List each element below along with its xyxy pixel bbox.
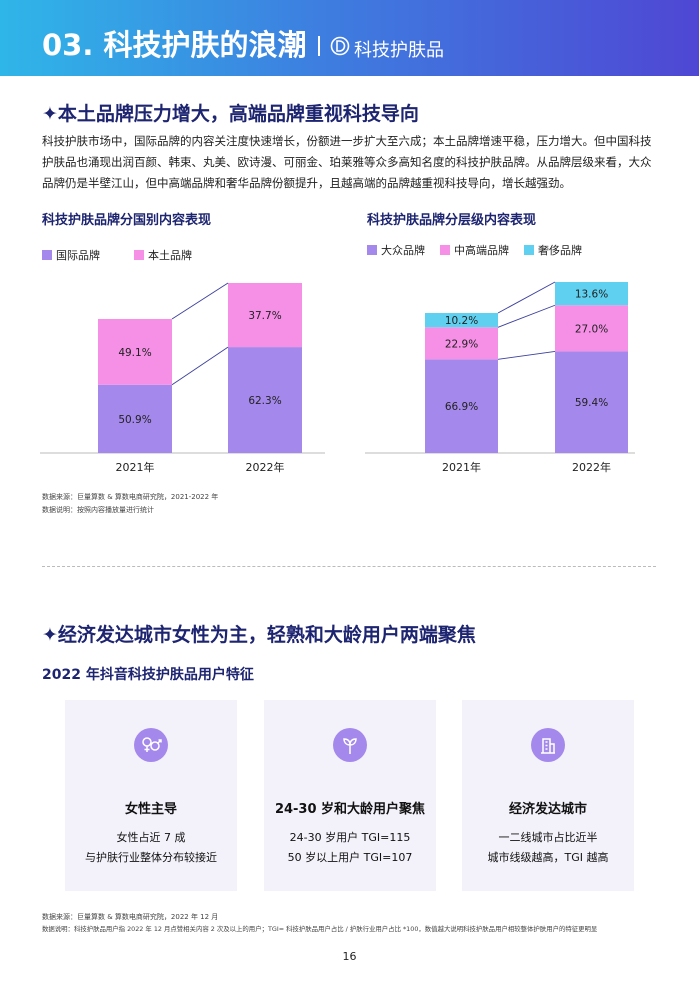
connector	[497, 350, 556, 360]
bar-segment	[555, 282, 628, 306]
card-title: 女性主导	[124, 802, 177, 817]
connector	[171, 346, 229, 386]
card-line: 一二线城市占比近半	[498, 831, 598, 844]
icon	[134, 728, 168, 762]
value-label: 22.9%	[445, 338, 478, 350]
source-note: 数据来源：巨量算数 & 算数电商研究院，2021-2022 年	[42, 493, 219, 501]
icon	[531, 728, 565, 762]
section-title: ✦本土品牌压力增大，高端品牌重视科技导向	[42, 103, 419, 125]
brand-logo	[330, 36, 350, 56]
x-tick-label: 2021年	[442, 460, 481, 474]
value-label: 49.1%	[118, 347, 151, 359]
card-line: 与护肤行业整体分布较接近	[85, 851, 217, 864]
dashed-divider	[42, 566, 656, 567]
legend-label: 国际品牌	[56, 248, 100, 262]
header-band	[0, 0, 699, 76]
value-label: 37.7%	[248, 310, 281, 322]
source-note: 数据说明：科技护肤品用户指 2022 年 12 月点赞相关内容 2 次及以上的用…	[42, 925, 598, 933]
feature-card: 经济发达城市 一二线城市占比近半 城市线级越高，TGI 越高	[462, 700, 634, 891]
value-label: 10.2%	[445, 315, 478, 327]
bar-segment	[555, 351, 628, 453]
source-note: 数据来源：巨量算数 & 算数电商研究院，2022 年 12 月	[42, 913, 219, 921]
legend-swatch	[440, 245, 450, 255]
legend-label: 奢侈品牌	[538, 243, 582, 257]
card-line: 50 岁以上用户 TGI=107	[287, 851, 413, 864]
x-tick-label: 2022年	[246, 460, 285, 474]
bar-segment	[228, 283, 302, 348]
legend-swatch	[134, 250, 144, 260]
card-title: 经济发达城市	[508, 802, 587, 817]
bar-segment	[425, 327, 498, 360]
page-number: 16	[342, 950, 357, 963]
legend-swatch	[367, 245, 377, 255]
value-label: 27.0%	[575, 323, 608, 335]
divider	[318, 36, 320, 56]
header-title: 03. 科技护肤的浪潮	[42, 28, 307, 62]
section-title: ✦经济发达城市女性为主，轻熟和大龄用户两端聚焦	[42, 624, 476, 646]
legend-swatch	[524, 245, 534, 255]
bar-segment	[98, 319, 172, 385]
legend-label: 中高端品牌	[454, 243, 509, 257]
bar-segment	[425, 359, 498, 453]
connector	[497, 304, 556, 328]
bar-segment	[228, 347, 302, 453]
chart-title: 科技护肤品牌分国别内容表现	[42, 213, 212, 228]
card-line: 城市线级越高，TGI 越高	[487, 851, 609, 864]
value-label: 66.9%	[445, 401, 478, 413]
chart-title: 科技护肤品牌分层级内容表现	[367, 213, 537, 228]
bar-segment	[98, 384, 172, 453]
feature-card: 24-30 岁和大龄用户聚焦 24-30 岁用户 TGI=115 50 岁以上用…	[264, 700, 436, 891]
bar-segment	[555, 305, 628, 352]
card-line: 女性占近 7 成	[116, 831, 186, 844]
card-line: 24-30 岁用户 TGI=115	[289, 831, 411, 844]
legend-label: 本土品牌	[148, 248, 192, 262]
value-label: 50.9%	[118, 414, 151, 426]
header-brand: 科技护肤品	[354, 40, 444, 61]
connector	[497, 281, 556, 314]
value-label: 13.6%	[575, 289, 608, 301]
source-note: 数据说明：按照内容播放量进行统计	[42, 506, 154, 514]
bar-segment	[425, 313, 498, 328]
card-title: 24-30 岁和大龄用户聚焦	[274, 802, 426, 817]
value-label: 62.3%	[248, 395, 281, 407]
connector	[171, 282, 229, 320]
section-subtitle: 2022 年抖音科技护肤品用户特征	[42, 667, 254, 683]
feature-card: 女性主导 女性占近 7 成 与护肤行业整体分布较接近	[65, 700, 237, 891]
x-tick-label: 2021年	[116, 460, 155, 474]
legend-swatch	[42, 250, 52, 260]
value-label: 59.4%	[575, 397, 608, 409]
legend-label: 大众品牌	[381, 243, 425, 257]
icon	[333, 728, 367, 762]
x-tick-label: 2022年	[572, 460, 611, 474]
paragraph: 科技护肤市场中，国际品牌的内容关注度快速增长，份额进一步扩大至六成；本土品牌增速…	[42, 134, 652, 190]
